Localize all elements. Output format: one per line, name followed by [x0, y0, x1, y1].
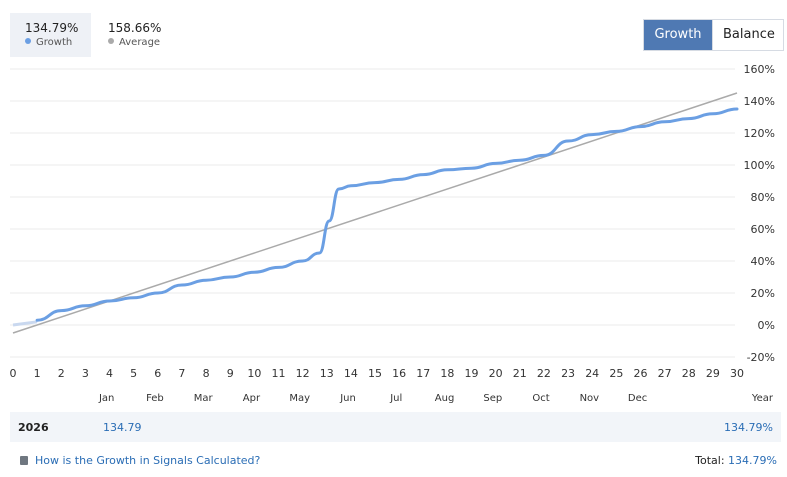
x-tick-label: 6 — [154, 367, 161, 380]
x-tick-label: 4 — [106, 367, 113, 380]
month-label: Dec — [628, 393, 647, 404]
y-tick-label: 20% — [751, 287, 775, 300]
footer-total-value: 134.79% — [728, 454, 777, 467]
legend-growth[interactable]: 134.79% Growth — [10, 13, 91, 57]
growth-series-start — [12, 320, 38, 327]
footer-total-label: Total: — [695, 454, 725, 467]
legend-average-value: 158.66% — [108, 21, 162, 35]
summary-total: 134.79% — [724, 421, 773, 434]
x-tick-label: 17 — [416, 367, 430, 380]
y-tick-label: 120% — [744, 127, 775, 140]
month-label: Jan — [98, 393, 114, 404]
x-tick-label: 1 — [34, 367, 41, 380]
growth-calculation-link[interactable]: How is the Growth in Signals Calculated? — [20, 454, 260, 467]
growth-dot-icon — [25, 38, 31, 44]
x-tick-label: 10 — [247, 367, 261, 380]
legend-growth-value: 134.79% — [25, 21, 79, 35]
legend-average-label-text: Average — [119, 37, 161, 48]
x-tick-label: 20 — [489, 367, 503, 380]
x-tick-label: 15 — [368, 367, 382, 380]
x-tick-label: 22 — [537, 367, 551, 380]
y-tick-label: 140% — [744, 95, 775, 108]
x-axis-labels: 0 1 2 3 4 5 6 7 8 9 10 11 12 13 14 15 16 17 18 19 20 21 22 23 24… — [10, 367, 745, 380]
y-tick-label: 100% — [744, 159, 775, 172]
x-tick-label: 21 — [513, 367, 527, 380]
x-tick-label: 7 — [178, 367, 185, 380]
x-tick-label: 3 — [82, 367, 89, 380]
growth-tab-button[interactable]: Growth — [644, 20, 712, 50]
x-tick-label: 24 — [585, 367, 599, 380]
x-tick-label: 28 — [682, 367, 696, 380]
x-tick-label: 16 — [392, 367, 406, 380]
y-tick-label: 0% — [758, 319, 775, 332]
summary-year: 2026 — [18, 421, 49, 434]
month-label: May — [289, 393, 310, 404]
x-tick-label: 26 — [633, 367, 647, 380]
book-icon — [20, 455, 28, 465]
x-axis-year-label: Year — [751, 393, 774, 404]
x-tick-label: 14 — [344, 367, 358, 380]
x-tick-label: 5 — [130, 367, 137, 380]
month-labels: Jan Feb Mar Apr May Jun Jul Aug Sep Oct Nov Dec Year — [98, 393, 774, 404]
x-tick-label: 19 — [465, 367, 479, 380]
y-tick-label: -20% — [747, 351, 775, 364]
chart-series — [12, 92, 739, 334]
year-summary-row: 2026 134.79 134.79% — [10, 412, 781, 442]
x-tick-label: 0 — [10, 367, 17, 380]
balance-tab-button[interactable]: Balance — [712, 20, 783, 50]
legend-growth-label-text: Growth — [36, 37, 73, 48]
month-label: Oct — [532, 393, 549, 404]
growth-calculation-link-text: How is the Growth in Signals Calculated? — [35, 454, 261, 467]
summary-value: 134.79 — [103, 421, 142, 434]
legend-average[interactable]: 158.66% Average — [99, 13, 179, 57]
legend-growth-label: Growth — [25, 37, 72, 48]
growth-series-line — [35, 107, 739, 322]
x-tick-label: 23 — [561, 367, 575, 380]
month-label: Aug — [435, 393, 455, 404]
month-label: Jul — [389, 393, 402, 404]
average-series-line — [12, 92, 738, 334]
month-label: Jun — [339, 393, 356, 404]
x-tick-label: 30 — [730, 367, 744, 380]
footer-total: Total: 134.79% — [695, 454, 777, 467]
y-tick-label: 80% — [751, 191, 775, 204]
x-tick-label: 25 — [609, 367, 623, 380]
y-tick-label: 60% — [751, 223, 775, 236]
x-tick-label: 2 — [58, 367, 65, 380]
chart-mode-toggle: Growth Balance — [643, 19, 784, 51]
y-tick-label: 40% — [751, 255, 775, 268]
y-axis-labels: -20% 0% 20% 40% 60% 80% 100% 120% 140% 160% — [744, 63, 775, 364]
x-tick-label: 29 — [706, 367, 720, 380]
average-dot-icon — [108, 38, 114, 44]
x-tick-label: 8 — [203, 367, 210, 380]
month-label: Sep — [483, 393, 502, 404]
x-tick-label: 9 — [227, 367, 234, 380]
x-tick-label: 12 — [296, 367, 310, 380]
x-tick-label: 18 — [440, 367, 454, 380]
x-tick-label: 13 — [320, 367, 334, 380]
legend-average-label: Average — [108, 37, 160, 48]
month-label: Mar — [194, 393, 214, 404]
month-label: Nov — [580, 393, 600, 404]
x-tick-label: 11 — [271, 367, 285, 380]
y-tick-label: 160% — [744, 63, 775, 76]
x-tick-label: 27 — [658, 367, 672, 380]
chart-grid — [10, 68, 735, 358]
month-label: Apr — [243, 393, 261, 404]
month-label: Feb — [146, 393, 164, 404]
